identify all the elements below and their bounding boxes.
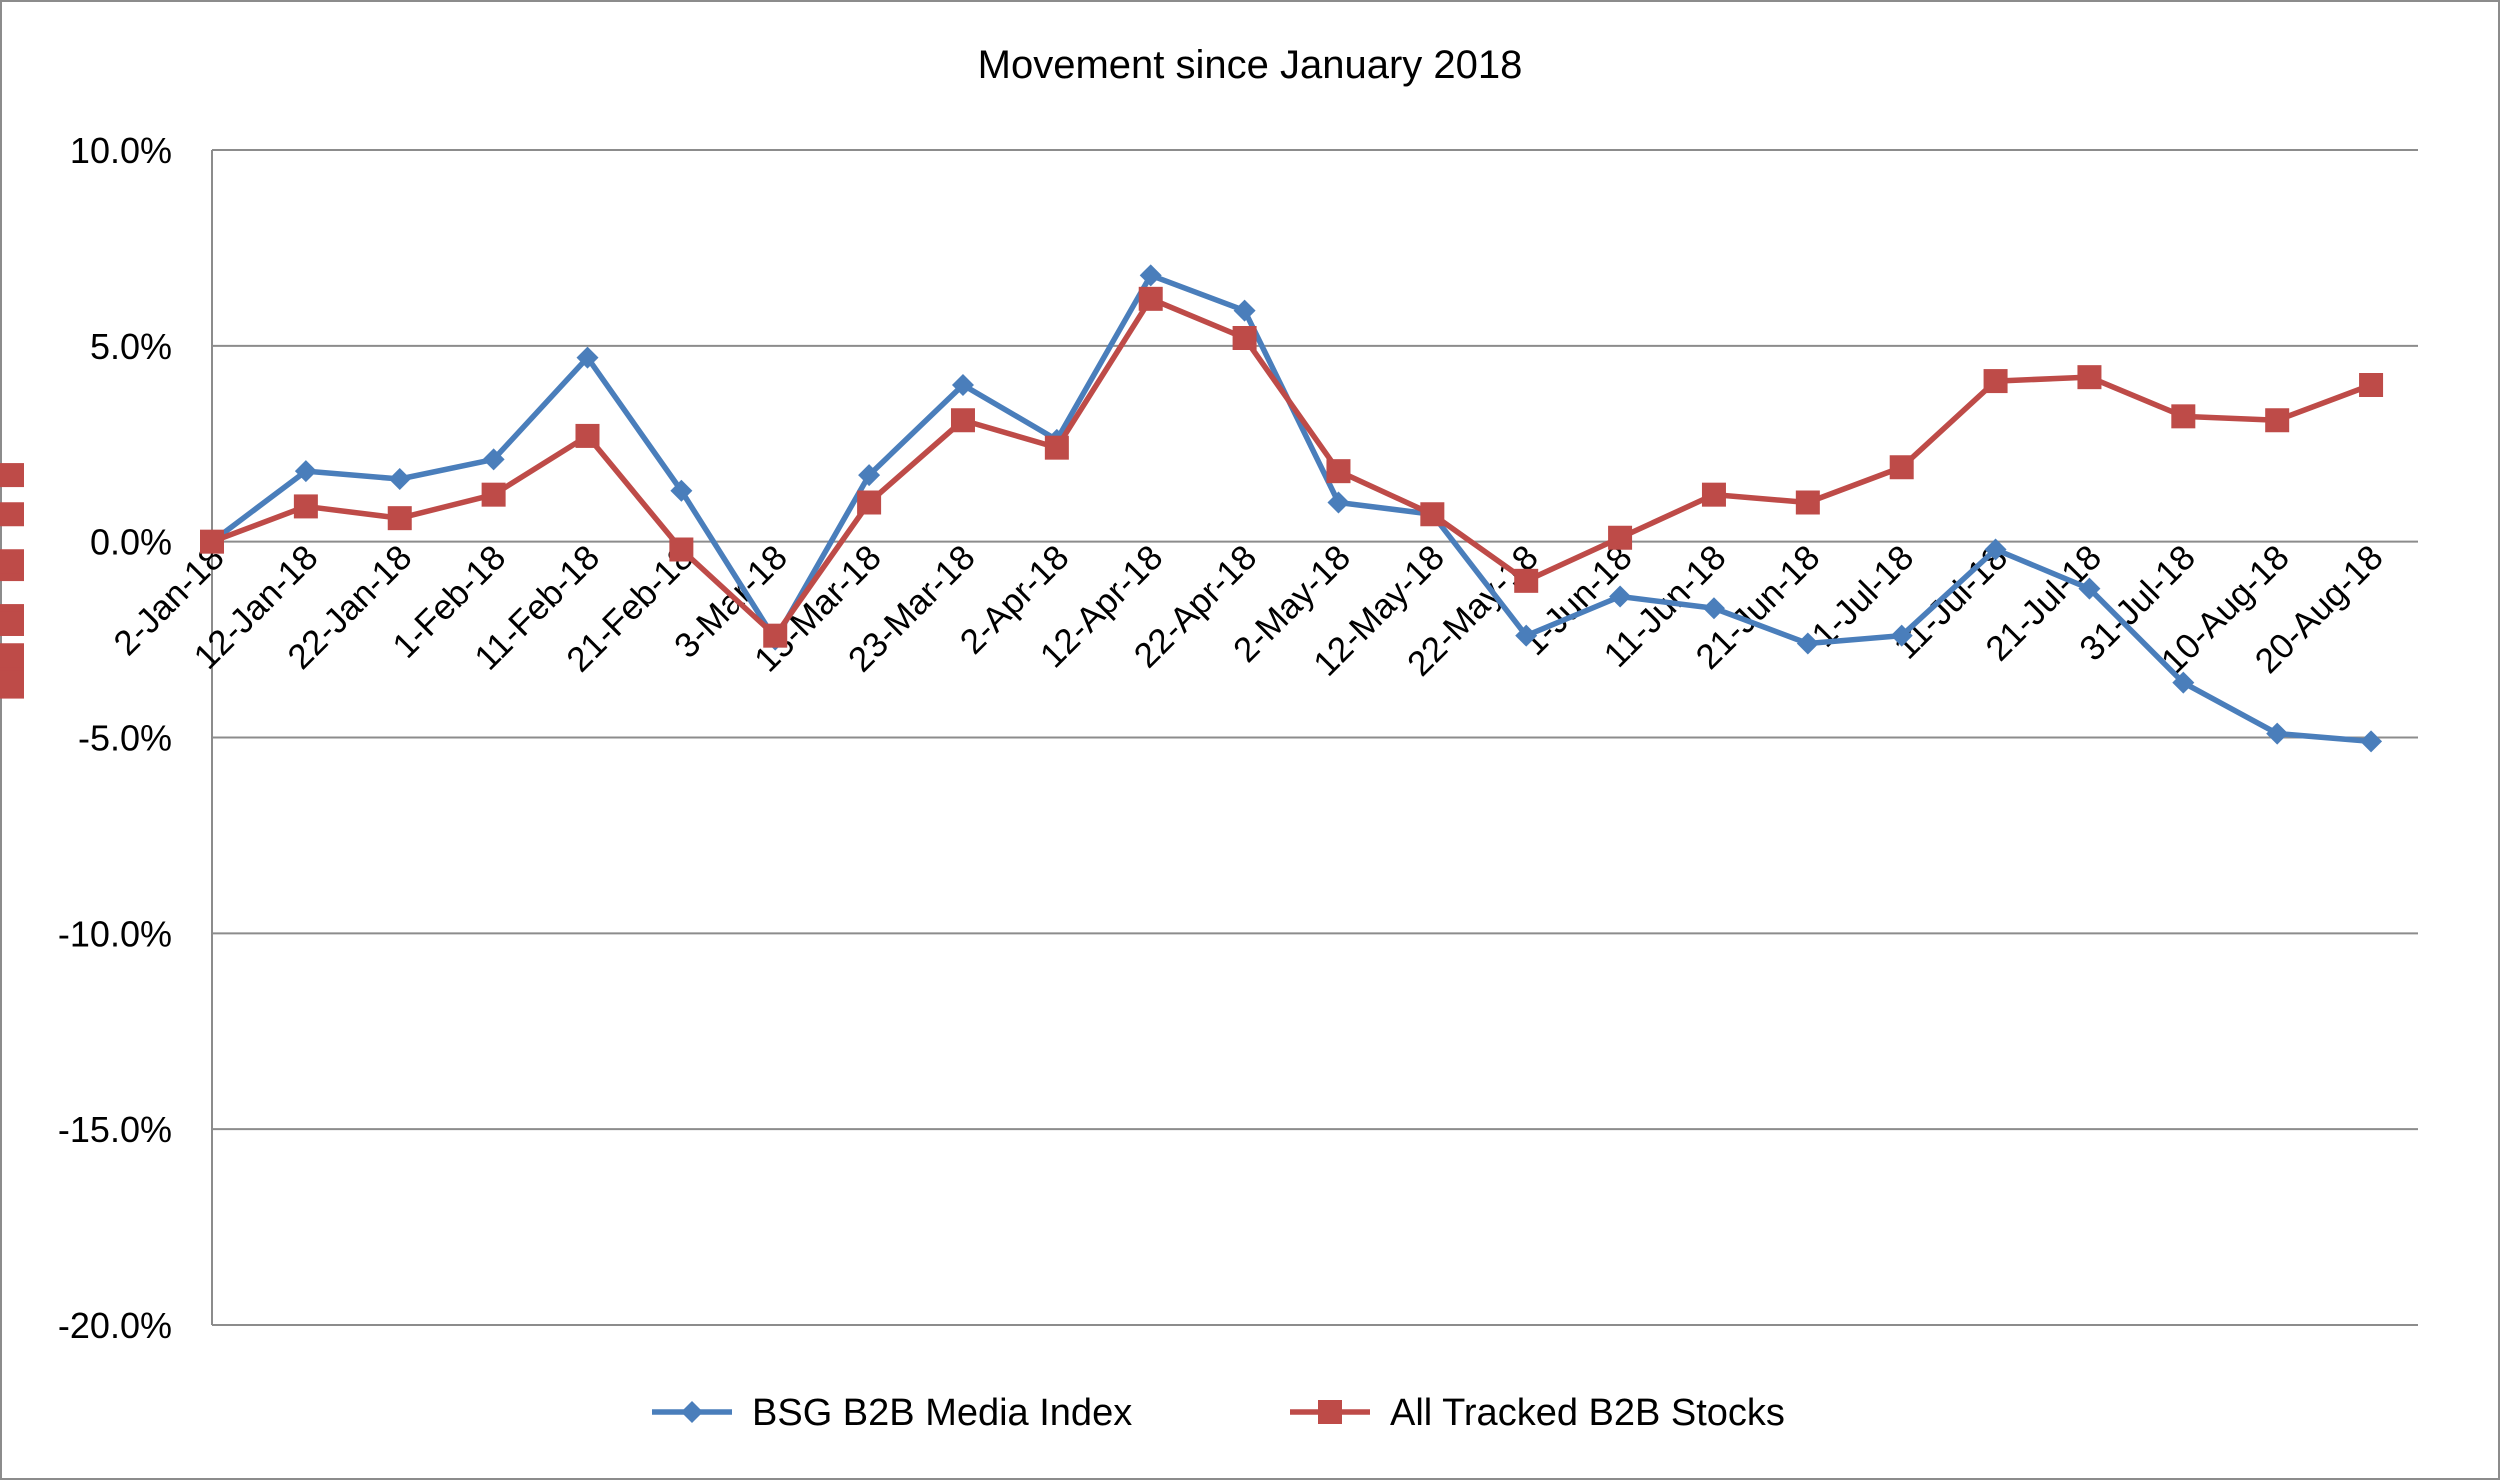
data-point-diamond (2266, 722, 2289, 745)
data-point-square (0, 611, 24, 636)
data-point-square (1514, 568, 1539, 593)
data-point-square (669, 537, 694, 562)
data-point-square (0, 502, 24, 527)
data-point-square (1795, 490, 1820, 515)
x-axis-ticks: 2-Jan-1812-Jan-1822-Jan-181-Feb-1811-Feb… (106, 538, 2390, 684)
y-tick-label: 10.0% (70, 130, 172, 171)
data-point-square (2171, 404, 2196, 429)
data-point-diamond (1609, 585, 1632, 608)
data-point-diamond (1515, 624, 1538, 647)
y-tick-label: 5.0% (90, 326, 172, 367)
data-point-square (0, 463, 24, 488)
data-point-diamond (670, 479, 693, 502)
data-point-square (1420, 502, 1445, 527)
data-point-diamond (1796, 632, 1819, 655)
data-point-diamond (482, 448, 505, 471)
data-point-square (1232, 326, 1257, 350)
y-tick-label: -20.0% (58, 1305, 172, 1346)
data-point-diamond (294, 460, 317, 483)
data-point-diamond (2078, 577, 2101, 600)
data-point-square (1318, 1400, 1342, 1424)
data-point-square (481, 482, 506, 507)
data-point-square (763, 623, 788, 648)
legend-label: BSG B2B Media Index (752, 1392, 1132, 1434)
y-tick-label: -10.0% (58, 913, 172, 954)
data-point-diamond (2172, 671, 2195, 694)
series-layer (0, 264, 2384, 753)
series-1 (201, 264, 2383, 753)
data-point-square (387, 506, 412, 531)
data-point-square (2077, 365, 2102, 390)
data-point-square (293, 494, 318, 519)
data-point-diamond (576, 346, 599, 369)
gridlines (211, 149, 2418, 1326)
data-point-diamond (858, 464, 881, 487)
y-tick-label: 0.0% (90, 522, 172, 563)
data-point-diamond (951, 374, 974, 396)
data-point-diamond (1233, 299, 1256, 322)
y-tick-label: -15.0% (58, 1109, 172, 1150)
data-point-square (2359, 373, 2384, 397)
data-point-diamond (681, 1401, 703, 1423)
series-line (211, 296, 2373, 639)
data-point-square (1889, 455, 1914, 480)
data-point-diamond (1702, 597, 1725, 620)
data-point-square (575, 423, 600, 448)
data-point-square (0, 549, 24, 574)
data-point-square (857, 490, 882, 515)
chart-title: Movement since January 2018 (978, 43, 1523, 87)
data-point-square (950, 408, 975, 433)
data-point-square (0, 670, 24, 695)
data-point-square (1044, 435, 1069, 460)
data-point-diamond (1984, 538, 2007, 561)
data-point-square (1138, 286, 1163, 311)
data-point-square (0, 643, 24, 668)
series-2 (0, 286, 2384, 699)
data-point-diamond (388, 468, 411, 490)
y-tick-label: -5.0% (78, 718, 172, 759)
data-point-square (1608, 525, 1633, 550)
y-axis-ticks: 10.0% 5.0% 0.0% -5.0% -10.0% -15.0% -20.0% (58, 130, 172, 1346)
data-point-diamond (1139, 264, 1162, 287)
legend-label: All Tracked B2B Stocks (1390, 1392, 1785, 1434)
data-point-square (1701, 482, 1726, 507)
data-point-square (2265, 408, 2290, 433)
data-point-diamond (1890, 624, 1913, 647)
data-point-diamond (1327, 491, 1350, 514)
data-point-square (1326, 459, 1351, 484)
data-point-square (1983, 369, 2008, 394)
data-point-square (200, 529, 224, 554)
data-point-diamond (2360, 730, 2383, 753)
legend: BSG B2B Media Index All Tracked B2B Stock… (652, 1392, 1785, 1434)
